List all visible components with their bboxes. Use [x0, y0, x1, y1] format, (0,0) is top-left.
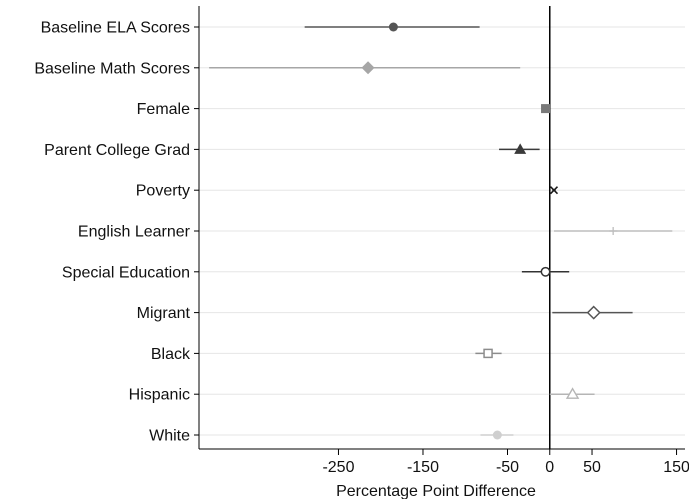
y-tick-label: Hispanic: [129, 387, 190, 404]
y-tick-label: Baseline ELA Scores: [41, 20, 190, 37]
estimate-marker: [540, 266, 551, 277]
y-tick-labels: Baseline ELA Scores Baseline Math Scores F…: [34, 20, 199, 445]
y-tick-label: White: [149, 428, 190, 445]
estimate-marker: [609, 227, 618, 235]
estimate-marker: [514, 143, 527, 154]
x-tick-label: -150: [407, 459, 439, 476]
y-tick-label: Migrant: [137, 305, 191, 322]
estimate-marker: [361, 61, 375, 75]
y-tick-label: Baseline Math Scores: [34, 60, 190, 77]
axes: [198, 6, 685, 450]
estimate-marker: [541, 104, 551, 114]
x-tick-label: 50: [583, 459, 601, 476]
plot-area: [199, 6, 685, 449]
estimate-marker: [388, 22, 398, 32]
y-tick-label: English Learner: [78, 224, 191, 241]
y-tick-label: Poverty: [136, 183, 190, 200]
estimate-marker: [483, 348, 493, 359]
estimates-layer: [209, 22, 673, 440]
x-tick-label: 0: [545, 459, 554, 476]
y-tick-label: Parent College Grad: [44, 142, 190, 159]
y-tick-label: Black: [151, 346, 191, 363]
estimate-marker: [586, 305, 601, 320]
estimate-marker: [549, 186, 559, 195]
x-axis-label: Percentage Point Difference: [336, 483, 536, 499]
x-tick-label: -50: [496, 459, 519, 476]
x-tick-label: 150: [663, 459, 689, 476]
estimate-marker: [565, 387, 580, 399]
x-tick-labels: -250 -150 -50 0 50 150: [322, 449, 689, 476]
y-tick-label: Female: [137, 101, 190, 118]
x-tick-label: -250: [322, 459, 354, 476]
estimate-marker: [492, 430, 502, 440]
y-tick-label: Special Education: [62, 264, 190, 281]
